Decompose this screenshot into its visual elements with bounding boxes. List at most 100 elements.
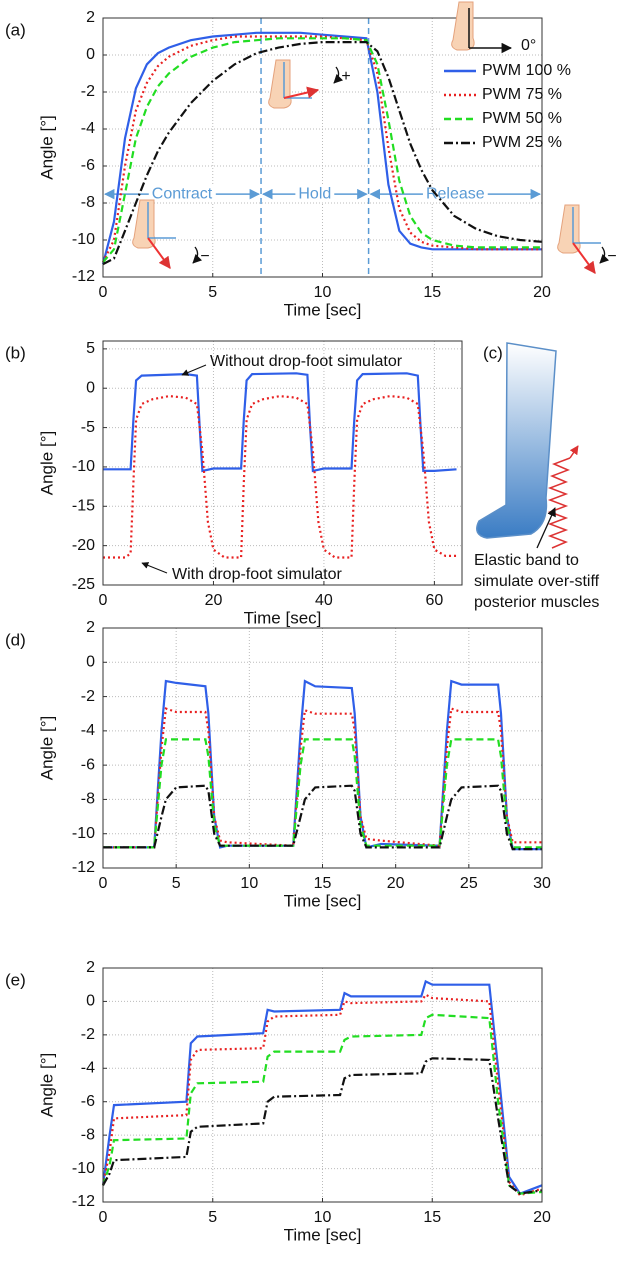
- illustration: (c) Elastic band to simulate over-stiff …: [474, 342, 600, 611]
- caption: Elastic band to: [474, 552, 579, 569]
- phase-label-bg: [295, 185, 335, 203]
- series-line: [103, 707, 542, 849]
- x-tick-label: 15: [314, 875, 332, 892]
- series-line: [101, 1013, 543, 1195]
- rotation-icon: [192, 246, 203, 264]
- x-tick-label: 0: [99, 1209, 108, 1226]
- y-tick-label: -8: [81, 791, 95, 808]
- y-tick-label: 0: [86, 993, 95, 1010]
- icon-label: 0°: [521, 37, 536, 54]
- x-axis-label: Time [sec]: [244, 608, 322, 627]
- panel-label: (e): [5, 970, 26, 989]
- axis-icon: [572, 242, 596, 274]
- y-tick-label: -2: [81, 1026, 95, 1043]
- y-axis-label: Angle [°]: [37, 431, 56, 495]
- x-tick-label: 0: [99, 875, 108, 892]
- y-tick-label: -20: [72, 537, 95, 554]
- y-tick-label: -12: [72, 268, 95, 285]
- y-axis-label: Angle [°]: [37, 115, 56, 179]
- x-tick-label: 10: [240, 875, 258, 892]
- caption: simulate over-stiff: [474, 573, 600, 590]
- band-arrow: [569, 445, 579, 459]
- x-tick-label: 25: [460, 875, 478, 892]
- y-tick-label: -8: [81, 1126, 95, 1143]
- x-tick-label: 10: [314, 284, 332, 301]
- panel-label: (d): [5, 630, 26, 649]
- annotation-arrow: [141, 562, 168, 574]
- panel-label: (b): [5, 343, 26, 362]
- icon-label: −: [200, 248, 209, 265]
- panel-label: (a): [5, 20, 26, 39]
- y-axis-label: Angle [°]: [37, 1053, 56, 1117]
- x-axis-label: Time [sec]: [284, 1225, 362, 1244]
- x-axis-label: Time [sec]: [284, 300, 362, 319]
- y-tick-label: -6: [81, 157, 95, 174]
- y-tick-label: -12: [72, 1193, 95, 1210]
- y-axis-label: Angle [°]: [37, 716, 56, 780]
- y-tick-label: -10: [72, 825, 95, 842]
- series-line: [102, 41, 543, 266]
- y-tick-label: 5: [86, 340, 95, 357]
- plot-area: [103, 341, 462, 585]
- y-tick-label: -6: [81, 1093, 95, 1110]
- y-tick-label: -4: [81, 1060, 95, 1077]
- y-tick-label: -15: [72, 498, 95, 515]
- y-tick-label: -10: [72, 231, 95, 248]
- y-tick-label: -2: [81, 83, 95, 100]
- series-annotation: With drop-foot simulator: [172, 566, 343, 583]
- x-tick-label: 15: [423, 284, 441, 301]
- x-tick-label: 20: [533, 1209, 551, 1226]
- x-tick-label: 0: [99, 592, 108, 609]
- icon-label: −: [607, 248, 616, 265]
- x-tick-label: 10: [314, 1209, 332, 1226]
- y-tick-label: 0: [86, 654, 95, 671]
- rotation-icon: [599, 246, 610, 264]
- legend-box: [440, 58, 540, 156]
- x-tick-label: 0: [99, 284, 108, 301]
- y-tick-label: -2: [81, 688, 95, 705]
- elastic-band: [547, 457, 571, 549]
- series-annotation: Without drop-foot simulator: [210, 353, 403, 370]
- y-tick-label: 0: [86, 379, 95, 396]
- plot-frame: [102, 967, 543, 1203]
- series-line: [102, 35, 542, 263]
- series-line: [102, 1057, 543, 1195]
- series-line: [101, 979, 543, 1195]
- foot-icon: [451, 1, 475, 51]
- phase-label-bg: [148, 185, 216, 203]
- plot-frame: [102, 340, 463, 586]
- y-tick-label: 2: [86, 9, 95, 26]
- legend-label: PWM 100 %: [482, 62, 571, 79]
- series-line: [103, 679, 542, 851]
- y-tick-label: -10: [72, 458, 95, 475]
- annotation-arrow: [181, 364, 207, 376]
- y-tick-label: -4: [81, 722, 95, 739]
- y-tick-label: -5: [81, 419, 95, 436]
- panel-label: (c): [483, 343, 503, 362]
- series-line: [103, 372, 457, 473]
- x-axis-label: Time [sec]: [284, 891, 362, 910]
- series-line: [101, 31, 542, 265]
- y-tick-label: -10: [72, 1160, 95, 1177]
- y-tick-label: 2: [86, 619, 95, 636]
- y-tick-label: -25: [72, 576, 95, 593]
- phase-label: Hold: [298, 185, 331, 202]
- plot-frame: [102, 627, 543, 869]
- series-line: [103, 738, 542, 849]
- y-tick-label: -4: [81, 120, 95, 137]
- phase-label: Release: [426, 185, 485, 202]
- series-line: [101, 993, 543, 1197]
- y-tick-label: 2: [86, 959, 95, 976]
- x-tick-label: 5: [208, 284, 217, 301]
- x-tick-label: 40: [315, 592, 333, 609]
- y-tick-label: 0: [86, 46, 95, 63]
- pointer-arrow: [536, 507, 556, 549]
- leg-drawing: [476, 342, 557, 539]
- phase-label-bg: [422, 185, 488, 203]
- x-tick-label: 20: [205, 592, 223, 609]
- x-tick-label: 60: [425, 592, 443, 609]
- foot-icon: [557, 204, 581, 254]
- x-tick-label: 15: [423, 1209, 441, 1226]
- x-tick-label: 20: [533, 284, 551, 301]
- plot-frame: [102, 17, 543, 278]
